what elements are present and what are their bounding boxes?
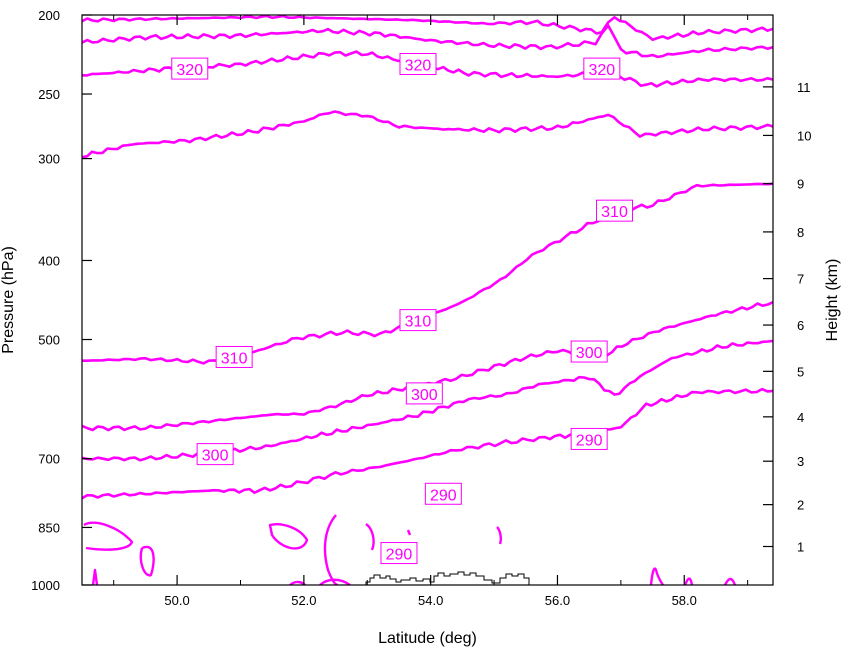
surface-contour-fragment bbox=[319, 578, 351, 585]
contour-label: 320 bbox=[171, 57, 209, 80]
contour-310-line bbox=[82, 182, 773, 365]
y-tick-label-left: 300 bbox=[38, 152, 60, 167]
y-tick-label-right: 5 bbox=[797, 364, 804, 379]
y-tick-label-right: 7 bbox=[797, 272, 804, 287]
y-tick-label-left: 850 bbox=[38, 520, 60, 535]
contour-label-box bbox=[570, 340, 608, 363]
contour-label-text: 290 bbox=[576, 432, 603, 449]
contour-290-line bbox=[82, 387, 773, 500]
y-axis-title-right: Height (km) bbox=[824, 259, 841, 342]
surface-contour-fragment bbox=[683, 577, 694, 585]
contour-322-line bbox=[82, 24, 773, 59]
surface-contour-fragment bbox=[649, 567, 664, 585]
surface-contour-fragment bbox=[323, 514, 339, 585]
x-tick-label: 56.0 bbox=[545, 593, 570, 608]
contour-label-text: 310 bbox=[405, 314, 432, 331]
contour-label-box bbox=[380, 542, 418, 565]
surface-contour-fragment bbox=[496, 526, 502, 545]
contour-label-text: 300 bbox=[202, 448, 229, 465]
x-tick-label: 52.0 bbox=[291, 593, 316, 608]
contour-label: 300 bbox=[196, 443, 234, 466]
contour-label-text: 320 bbox=[176, 62, 203, 79]
contour-label-text: 300 bbox=[576, 345, 603, 362]
contour-label-text: 290 bbox=[430, 487, 457, 504]
contour-label: 300 bbox=[405, 382, 443, 405]
y-tick-label-left: 1000 bbox=[31, 578, 60, 593]
x-axis-title: Latitude (deg) bbox=[378, 630, 477, 647]
contour-label: 300 bbox=[570, 340, 608, 363]
surface-contour-fragment bbox=[139, 545, 155, 577]
contour-label-box bbox=[171, 57, 209, 80]
y-axis-title-left: Pressure (hPa) bbox=[0, 246, 17, 354]
contour-label-box bbox=[399, 309, 437, 332]
contour-label: 310 bbox=[399, 309, 437, 332]
contour-label-box bbox=[596, 199, 634, 222]
y-tick-label-right: 8 bbox=[797, 225, 804, 240]
y-tick-label-right: 1 bbox=[797, 540, 804, 555]
surface-contour-fragment bbox=[91, 568, 99, 585]
contour-label: 290 bbox=[380, 542, 418, 565]
x-tick-label: 50.0 bbox=[164, 593, 189, 608]
y-tick-label-right: 3 bbox=[797, 454, 804, 469]
y-tick-label-left: 250 bbox=[38, 87, 60, 102]
contour-label-box bbox=[570, 427, 608, 450]
contour-label: 320 bbox=[399, 52, 437, 75]
contour-label-text: 290 bbox=[386, 547, 413, 564]
y-tick-label-left: 400 bbox=[38, 253, 60, 268]
surface-contour-fragment bbox=[406, 529, 412, 536]
contour-label: 290 bbox=[570, 427, 608, 450]
contour-label: 320 bbox=[583, 57, 621, 80]
contour-label: 290 bbox=[424, 482, 462, 505]
contour-label-text: 300 bbox=[411, 387, 438, 404]
y-tick-label-right: 2 bbox=[797, 498, 804, 513]
surface-contour-fragment bbox=[268, 523, 309, 550]
y-tick-label-right: 4 bbox=[797, 410, 804, 425]
contour-318-line bbox=[82, 110, 773, 159]
y-tick-label-right: 9 bbox=[797, 177, 804, 192]
contour-label-box bbox=[583, 57, 621, 80]
surface-contour-fragment bbox=[723, 577, 737, 585]
surface-contour-fragment bbox=[83, 521, 134, 551]
y-tick-label-right: 6 bbox=[797, 318, 804, 333]
y-tick-label-left: 200 bbox=[38, 8, 60, 23]
contour-320-line bbox=[82, 15, 773, 42]
surface-contour-fragment bbox=[365, 523, 375, 551]
contour-label-text: 320 bbox=[588, 62, 615, 79]
contour-label-box bbox=[405, 382, 443, 405]
contour-label-text: 320 bbox=[405, 57, 432, 74]
y-tick-label-left: 500 bbox=[38, 333, 60, 348]
terrain-outline bbox=[365, 571, 530, 585]
contour-label-box bbox=[399, 52, 437, 75]
x-tick-label: 54.0 bbox=[418, 593, 443, 608]
contour-label: 310 bbox=[215, 345, 253, 368]
contour-label-text: 310 bbox=[221, 350, 248, 367]
contour-label-box bbox=[215, 345, 253, 368]
contour-label-box bbox=[424, 482, 462, 505]
contour-label-text: 310 bbox=[601, 204, 628, 221]
contour-label: 310 bbox=[596, 199, 634, 222]
plot-frame bbox=[81, 14, 774, 586]
contour-label-box bbox=[196, 443, 234, 466]
x-tick-label: 58.0 bbox=[672, 593, 697, 608]
y-tick-label-right: 11 bbox=[797, 80, 811, 95]
y-tick-label-right: 10 bbox=[797, 128, 811, 143]
y-tick-label-left: 700 bbox=[38, 452, 60, 467]
